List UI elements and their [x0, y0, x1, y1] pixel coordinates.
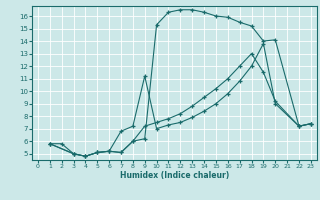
X-axis label: Humidex (Indice chaleur): Humidex (Indice chaleur) [120, 171, 229, 180]
